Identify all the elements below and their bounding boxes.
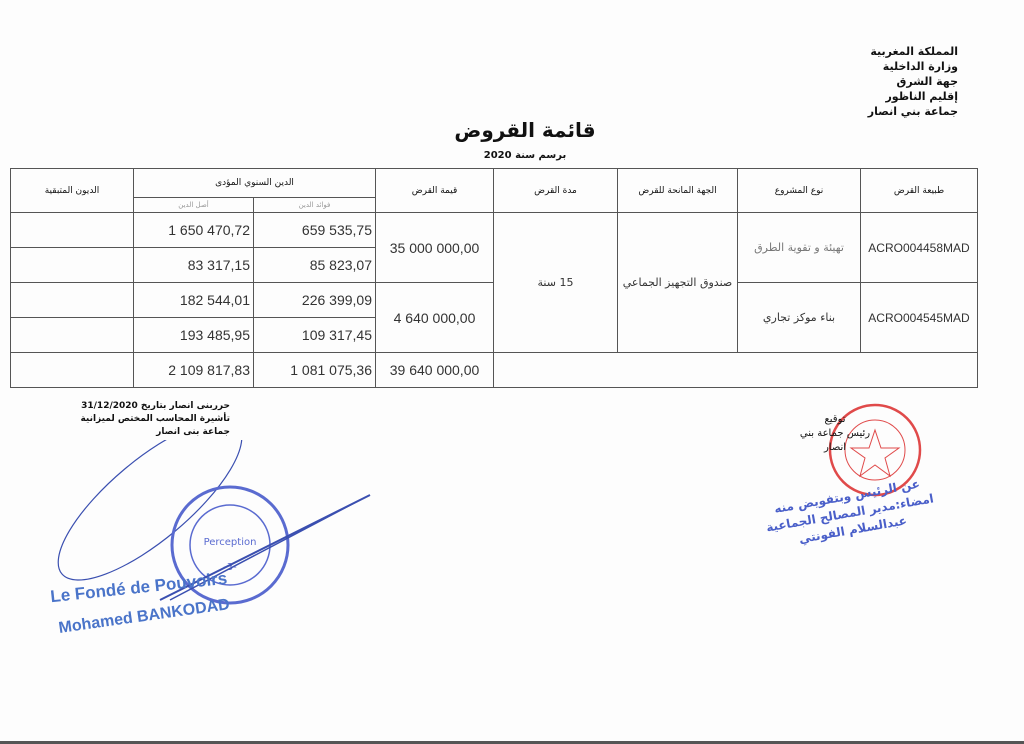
principal-cell: 83 317,15 <box>133 247 254 283</box>
interest-total: 1 081 075,36 <box>253 352 376 388</box>
loan-code-cell: ACRO004458MAD <box>860 212 978 283</box>
header-line: إقليم الناظور <box>885 90 958 103</box>
loans-table: الديون المتبقية الدين السنوي المؤدى قيمة… <box>10 168 978 388</box>
remaining-cell <box>10 282 134 318</box>
remaining-cell <box>10 247 134 283</box>
president-title: رئيس جماعة بني انصار <box>799 428 871 453</box>
svg-text:Perception: Perception <box>204 537 257 548</box>
principal-cell: 193 485,95 <box>133 317 254 353</box>
header-loan-value: قيمة القرض <box>375 168 494 213</box>
header-loan-nature: طبيعة القرض <box>860 168 978 213</box>
header-project-type: نوع المشروع <box>737 168 861 213</box>
principal-cell: 182 544,01 <box>133 282 254 318</box>
header-remaining: الديون المتبقية <box>10 168 134 213</box>
project-cell: بناء موكز تجاري <box>737 282 861 353</box>
project-cell: تهيئة و تقوية الطرق <box>737 212 861 283</box>
table-row: 1 650 470,72 659 535,75 35 000 000,00 15… <box>10 212 978 353</box>
perception-stamp-icon <box>170 485 290 605</box>
interest-cell: 109 317,45 <box>253 317 376 353</box>
document-title: قائمة القروض <box>454 118 596 142</box>
interest-cell: 659 535,75 <box>253 212 376 248</box>
interest-cell: 226 399,09 <box>253 282 376 318</box>
loan-value-cell: 35 000 000,00 <box>375 212 494 283</box>
principal-total: 2 109 817,83 <box>133 352 254 388</box>
signature-scribble <box>57 440 243 581</box>
loan-value-total: 39 640 000,00 <box>375 352 494 388</box>
duration-cell: 15 سنة <box>493 212 618 353</box>
totals-row: 2 109 817,83 1 081 075,36 39 640 000,00 <box>10 352 978 388</box>
signature-label: توقيع <box>824 414 846 425</box>
remaining-cell <box>10 317 134 353</box>
header-duration: مدة القرض <box>493 168 618 213</box>
principal-cell: 1 650 470,72 <box>133 212 254 248</box>
header-line: جماعة بني انصار <box>867 105 958 118</box>
table-row: 193 485,95 109 317,45 <box>10 317 978 353</box>
totals-empty-cell <box>493 352 978 388</box>
header-line: وزارة الداخلية <box>882 60 958 73</box>
president-signature: توقيع رئيس جماعة بني انصار <box>790 413 880 455</box>
scan-edge <box>0 741 1024 744</box>
document-subtitle: برسم سنة 2020 <box>483 150 567 161</box>
accountant-visa: حرربنى انصار بتاريخ 31/12/2020 تأشيرة ال… <box>60 400 230 439</box>
municipality-red-stamp-icon <box>828 403 922 497</box>
header-line: جهة الشرق <box>896 75 958 88</box>
interest-cell: 85 823,07 <box>253 247 376 283</box>
table-row: 182 544,01 226 399,09 4 640 000,00 بناء … <box>10 282 978 353</box>
administrative-header: المملكة المغربية وزارة الداخلية جهة الشر… <box>868 44 958 119</box>
accountant-signature-stamp: Perception -3- <box>57 440 371 605</box>
header-interest: فوائد الدين <box>253 197 376 213</box>
visa-line: تأشيرة المحاسب المختص لميزانية جماعة بنى… <box>80 414 230 437</box>
header-lender: الجهة المانحة للقرض <box>617 168 738 213</box>
header-annual-debt: الدين السنوي المؤدى <box>133 168 376 198</box>
header-line: المملكة المغربية <box>870 45 958 58</box>
loan-code-cell: ACRO004545MAD <box>860 282 978 353</box>
loan-value-cell: 4 640 000,00 <box>375 282 494 353</box>
lender-cell: صندوق التجهيز الجماعي <box>617 212 738 353</box>
remaining-total-cell <box>10 352 134 388</box>
header-principal: أصل الدين <box>133 197 254 213</box>
date-line: حرربنى انصار بتاريخ 31/12/2020 <box>81 401 230 411</box>
remaining-cell <box>10 212 134 248</box>
